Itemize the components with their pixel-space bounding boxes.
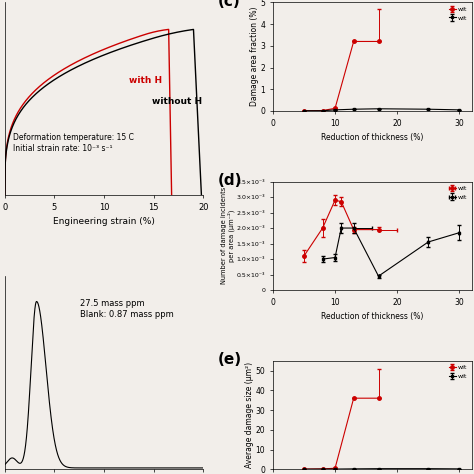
Legend: wit, wit: wit, wit [447, 6, 468, 22]
Y-axis label: Average damage size (μm²): Average damage size (μm²) [245, 362, 254, 468]
X-axis label: Engineering strain (%): Engineering strain (%) [53, 218, 155, 227]
Text: (c): (c) [217, 0, 240, 9]
Text: (e): (e) [217, 352, 241, 367]
X-axis label: Reduction of thickness (%): Reduction of thickness (%) [321, 312, 423, 321]
X-axis label: Reduction of thickness (%): Reduction of thickness (%) [321, 133, 423, 142]
Text: Deformation temperature: 15 C
Initial strain rate: 10⁻³ s⁻¹: Deformation temperature: 15 C Initial st… [13, 134, 134, 153]
Y-axis label: Number of damage incidents
per area (μm⁻²): Number of damage incidents per area (μm⁻… [220, 187, 235, 284]
Y-axis label: Damage area fraction (%): Damage area fraction (%) [250, 7, 259, 106]
Text: with H: with H [129, 76, 162, 85]
Legend: wit, wit: wit, wit [447, 364, 468, 380]
Text: 27.5 mass ppm
Blank: 0.87 mass ppm: 27.5 mass ppm Blank: 0.87 mass ppm [80, 300, 174, 319]
Legend: wit, wit: wit, wit [447, 185, 468, 201]
Text: (d): (d) [217, 173, 242, 188]
Text: without H: without H [152, 97, 202, 106]
